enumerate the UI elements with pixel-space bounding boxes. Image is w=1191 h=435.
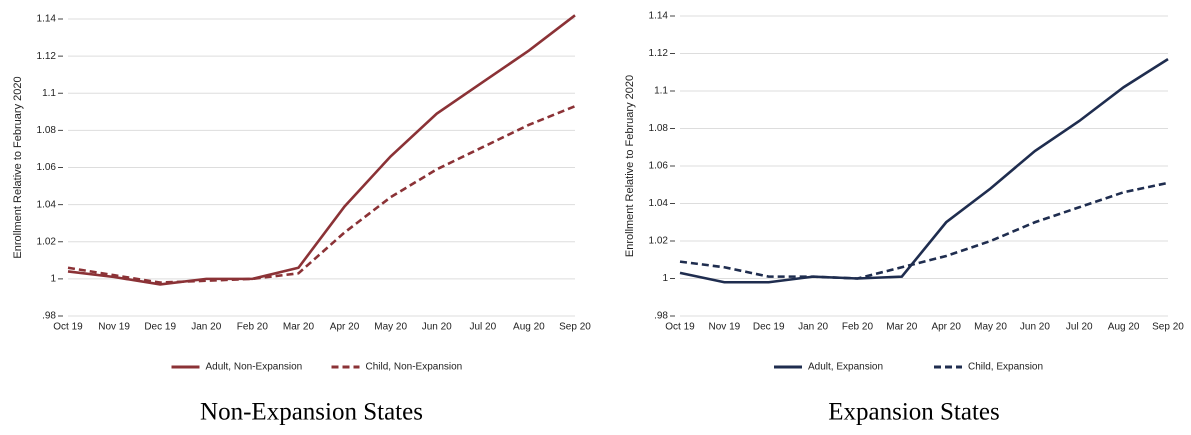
y-tick-label: 1.14 (37, 14, 57, 25)
x-tick-label: Nov 19 (98, 322, 130, 333)
data-line (679, 58, 1169, 284)
x-tick-label: Jul 20 (469, 322, 496, 333)
x-tick-label: Sep 20 (1152, 322, 1184, 333)
y-tick-label: 1.02 (37, 236, 57, 247)
x-tick-label: Jan 20 (191, 322, 221, 333)
x-tick-label: Apr 20 (931, 322, 961, 333)
legend-label: Adult, Non-Expansion (206, 362, 303, 373)
y-tick-label: 1.06 (649, 161, 669, 172)
legend-label: Child, Expansion (968, 362, 1043, 373)
data-line (67, 14, 576, 286)
legend-label: Adult, Expansion (808, 362, 883, 373)
y-tick-label: 1 (50, 274, 56, 285)
x-tick-label: Apr 20 (330, 322, 360, 333)
y-tick-label: 1.08 (649, 123, 669, 134)
y-axis-label: Enrollment Relative to February 2020 (624, 75, 636, 257)
y-tick-label: 1.1 (42, 88, 56, 99)
x-tick-label: Jun 20 (422, 322, 452, 333)
x-tick-label: Oct 19 (53, 322, 83, 333)
data-line (67, 105, 576, 284)
x-tick-label: May 20 (974, 322, 1007, 333)
x-tick-label: May 20 (374, 322, 407, 333)
panel-title: Non-Expansion States (200, 399, 423, 426)
x-tick-label: Dec 19 (753, 322, 785, 333)
y-tick-label: 1.1 (654, 86, 668, 97)
x-tick-label: Sep 20 (559, 322, 591, 333)
panel-title: Expansion States (828, 399, 1000, 426)
x-tick-label: Mar 20 (283, 322, 315, 333)
legend-label: Child, Non-Expansion (366, 362, 463, 373)
x-tick-label: Nov 19 (709, 322, 741, 333)
y-tick-label: 1.14 (649, 11, 669, 22)
y-axis-label: Enrollment Relative to February 2020 (12, 76, 24, 258)
y-tick-label: 1.04 (37, 199, 57, 210)
y-tick-label: 1 (662, 273, 668, 284)
x-tick-label: Jul 20 (1066, 322, 1093, 333)
x-tick-label: Aug 20 (513, 322, 545, 333)
x-tick-label: Oct 19 (665, 322, 695, 333)
y-tick-label: .98 (42, 311, 56, 322)
x-tick-label: Feb 20 (842, 322, 874, 333)
x-tick-label: Mar 20 (886, 322, 918, 333)
data-line (679, 181, 1169, 280)
x-tick-label: Jan 20 (798, 322, 828, 333)
y-tick-label: 1.04 (649, 198, 669, 209)
y-tick-label: 1.12 (37, 51, 57, 62)
x-tick-label: Dec 19 (144, 322, 176, 333)
y-tick-label: 1.02 (649, 236, 669, 247)
y-tick-label: .98 (654, 311, 668, 322)
x-tick-label: Aug 20 (1108, 322, 1140, 333)
y-tick-label: 1.06 (37, 162, 57, 173)
x-tick-label: Feb 20 (237, 322, 269, 333)
x-tick-label: Jun 20 (1020, 322, 1050, 333)
y-tick-label: 1.12 (649, 48, 669, 59)
y-tick-label: 1.08 (37, 125, 57, 136)
